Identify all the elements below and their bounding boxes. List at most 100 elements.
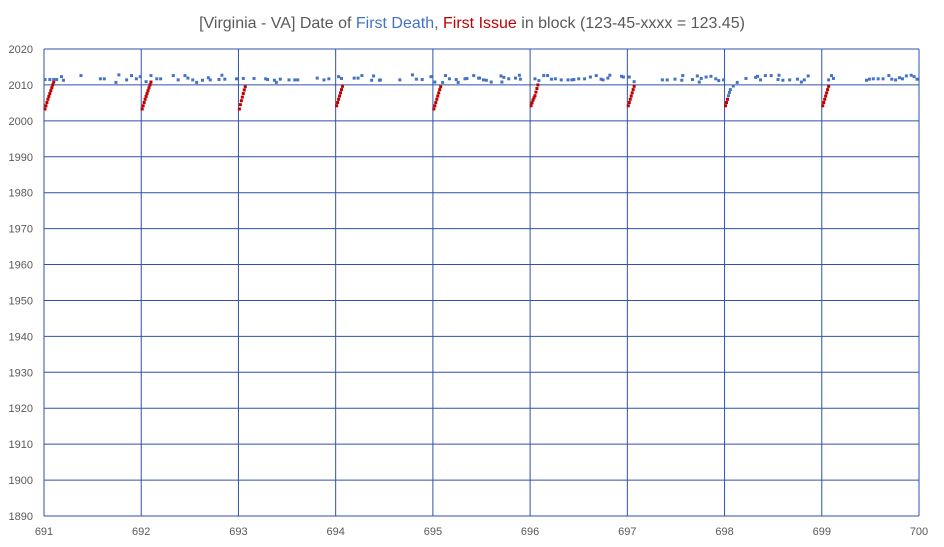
data-point [697,80,701,84]
y-tick-label: 1940 [9,331,33,343]
data-point [208,78,212,82]
data-point [356,76,360,80]
data-point [335,104,339,108]
data-point [726,94,730,98]
data-point [315,76,319,80]
data-point [660,78,664,82]
data-point [159,77,163,81]
data-point [478,76,482,80]
data-point [327,77,331,81]
data-point [287,78,291,82]
data-point [102,77,106,81]
data-point [776,78,780,82]
data-point [243,85,247,89]
data-point [517,73,521,77]
data-point [484,78,488,82]
data-point [704,75,708,79]
data-point [894,78,898,82]
data-point [628,97,632,101]
data-point [429,75,433,79]
chart-title-part: , [434,15,443,32]
data-point [871,77,875,81]
data-point [145,92,149,96]
data-point [681,74,685,78]
x-tick-label: 700 [910,526,928,538]
x-tick-label: 699 [813,526,831,538]
data-point [865,78,868,82]
data-point [756,74,760,78]
data-point [759,78,763,82]
data-point [867,77,871,81]
data-point [200,78,204,82]
data-point [337,75,341,79]
x-axis-ticks: 691 692 693 694 695 696 697 698 699 700 [35,526,928,538]
y-tick-label: 1950 [9,295,33,307]
data-point [235,77,238,81]
data-point [50,86,54,90]
data-point [264,77,268,81]
data-point [781,78,785,82]
data-point [518,77,522,81]
data-point [722,78,726,82]
data-point [372,74,376,78]
data-point [754,75,758,79]
data-point [825,91,829,95]
data-point [352,76,356,80]
data-point [238,103,242,107]
data-point [904,74,908,78]
data-point [186,76,190,80]
data-point [830,74,833,78]
data-point [608,73,612,77]
data-point [777,73,781,77]
data-point [727,90,731,94]
data-point [141,104,145,108]
data-point [537,79,541,83]
y-tick-label: 2010 [9,80,33,92]
data-point [529,104,533,108]
data-point [240,95,244,99]
x-tick-label: 697 [618,526,636,538]
data-point [438,88,442,92]
data-point [881,77,885,81]
y-tick-label: 1980 [9,188,33,200]
data-point [195,80,199,84]
data-point [191,78,195,82]
chart-grid [43,48,920,517]
x-tick-label: 693 [229,526,247,538]
data-point [550,77,553,81]
data-point [125,78,129,82]
data-point [143,97,147,101]
data-point [117,73,121,77]
data-point [530,101,534,105]
chart-title: [Virginia - VA] Date of First Death, Fir… [199,15,745,32]
data-point [507,77,511,81]
data-point [665,78,669,82]
data-point [340,76,343,80]
y-tick-label: 1890 [9,511,33,523]
data-point [337,97,341,101]
data-point [420,78,424,82]
data-point [489,80,493,84]
chart-title-part: First Death [356,15,434,32]
data-point [594,74,598,78]
data-point [826,88,830,92]
data-point [48,78,52,82]
data-point [827,78,831,82]
data-point [144,94,148,98]
y-tick-label: 1970 [9,224,33,236]
data-point [242,88,246,92]
data-point [142,101,146,105]
data-point [806,74,810,78]
data-point [824,94,828,98]
data-point [43,78,47,82]
y-tick-label: 1920 [9,403,33,415]
data-point [146,89,150,93]
data-point [140,107,144,111]
data-point [266,78,270,82]
y-tick-label: 1910 [9,439,33,451]
data-point [599,77,603,81]
y-tick-label: 2000 [9,116,33,128]
data-point [572,78,576,82]
data-point [338,94,342,98]
